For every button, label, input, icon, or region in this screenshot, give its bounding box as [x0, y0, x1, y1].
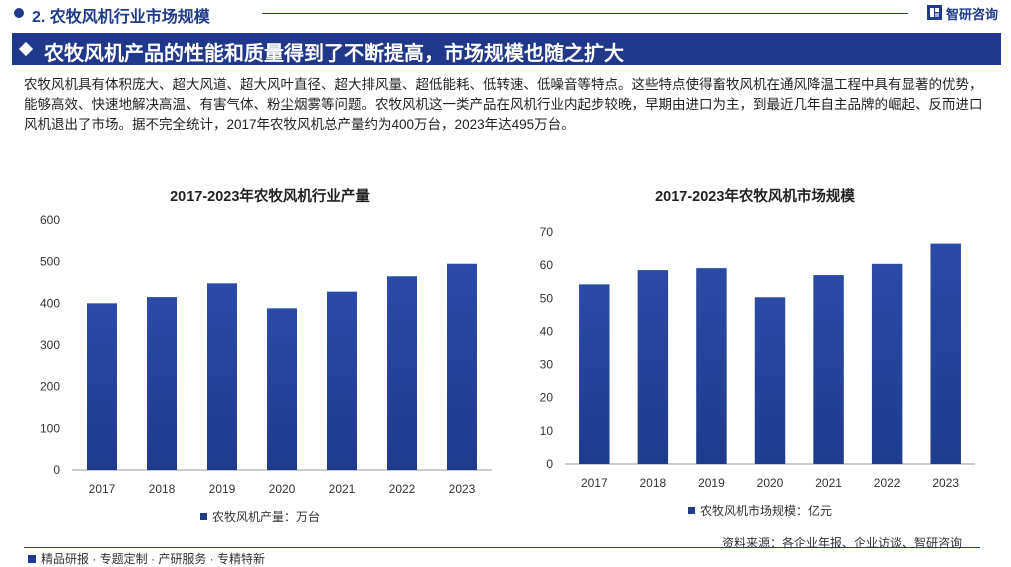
y-tick-label: 0: [53, 463, 60, 477]
bar-2019: [696, 268, 727, 464]
headline-banner: 农牧风机产品的性能和质量得到了不断提高，市场规模也随之扩大: [12, 33, 1001, 65]
bar-2018: [637, 270, 669, 464]
y-tick-label: 0: [546, 457, 553, 471]
x-tick-label: 2021: [329, 482, 356, 493]
brand-name: 智研咨询: [946, 7, 999, 22]
y-tick-label: 70: [540, 225, 554, 239]
y-tick-label: 200: [40, 380, 60, 394]
footer-rule: [24, 547, 980, 548]
chart-title-market-size: 2017-2023年农牧风机市场规模: [655, 189, 855, 205]
y-tick-label: 10: [540, 424, 554, 438]
y-tick-label: 60: [540, 258, 554, 272]
x-tick-label: 2019: [209, 482, 236, 493]
x-tick-label: 2017: [581, 476, 608, 490]
footer-tags: 精品研报 · 专题定制 · 产研服务 · 专精特新: [28, 550, 265, 567]
y-tick-label: 600: [40, 213, 60, 227]
legend-swatch: [200, 513, 207, 520]
bar-2017: [87, 303, 117, 470]
bar-2019: [207, 283, 237, 470]
y-tick-label: 400: [40, 296, 60, 310]
legend-swatch: [688, 507, 695, 514]
source-note: 资料来源：各企业年报、企业访谈、智研咨询: [722, 536, 963, 550]
bar-2018: [147, 297, 177, 470]
market-size-bar-chart: 0 10 20 30 40 50 60 70 2017 2018 2019 2020 2021 2022 2…: [540, 225, 975, 490]
x-tick-label: 2020: [757, 476, 784, 490]
legend-label: 农牧风机市场规模：亿元: [700, 504, 833, 518]
y-tick-label: 50: [540, 291, 554, 305]
bar-2022: [871, 263, 903, 464]
x-tick-label: 2020: [269, 482, 296, 493]
x-tick-label: 2018: [640, 476, 667, 490]
y-tick-label: 300: [40, 338, 60, 352]
y-tick-label: 500: [40, 255, 60, 269]
headline-title: 农牧风机产品的性能和质量得到了不断提高，市场规模也随之扩大: [44, 43, 624, 65]
chart-title-production: 2017-2023年农牧风机行业产量: [170, 189, 370, 205]
production-bar-chart: 0 100 200 300 400 500 600 2017 2018 2019 2020 2021 2…: [40, 213, 492, 493]
bar-2023: [930, 243, 961, 464]
bar-2021: [327, 291, 357, 470]
bar-2023: [447, 263, 477, 470]
header-rule: [262, 13, 908, 14]
diamond-icon: [18, 41, 34, 57]
brand-logo-icon: [927, 5, 942, 20]
bar-2021: [813, 275, 844, 464]
footer-tags-text: 精品研报 · 专题定制 · 产研服务 · 专精特新: [41, 552, 265, 566]
footer-square-icon: [28, 555, 36, 563]
y-tick-label: 20: [540, 391, 554, 405]
section-bullet-icon: [14, 8, 24, 18]
legend-production: 农牧风机产量：万台: [200, 508, 320, 525]
bar-2020: [267, 308, 297, 470]
x-tick-label: 2019: [698, 476, 725, 490]
section-title: 2. 农牧风机行业市场规模: [32, 9, 210, 26]
x-tick-label: 2017: [89, 482, 116, 493]
y-tick-label: 30: [540, 358, 554, 372]
x-tick-label: 2023: [932, 476, 959, 490]
x-tick-label: 2022: [874, 476, 901, 490]
x-tick-label: 2023: [449, 482, 476, 493]
x-tick-label: 2018: [149, 482, 176, 493]
top-bar: 2. 农牧风机行业市场规模 智研咨询: [0, 0, 1011, 26]
x-tick-label: 2022: [389, 482, 416, 493]
y-tick-label: 40: [540, 324, 554, 338]
bar-2017: [579, 284, 610, 464]
y-tick-label: 100: [40, 421, 60, 435]
intro-paragraph: 农牧风机具有体积庞大、超大风道、超大风叶直径、超大排风量、超低能耗、低转速、低噪…: [24, 77, 983, 132]
bar-2022: [387, 276, 417, 470]
x-tick-label: 2021: [815, 476, 842, 490]
legend-label: 农牧风机产量：万台: [212, 510, 321, 524]
legend-market-size: 农牧风机市场规模：亿元: [688, 502, 832, 519]
bar-2020: [754, 297, 786, 464]
